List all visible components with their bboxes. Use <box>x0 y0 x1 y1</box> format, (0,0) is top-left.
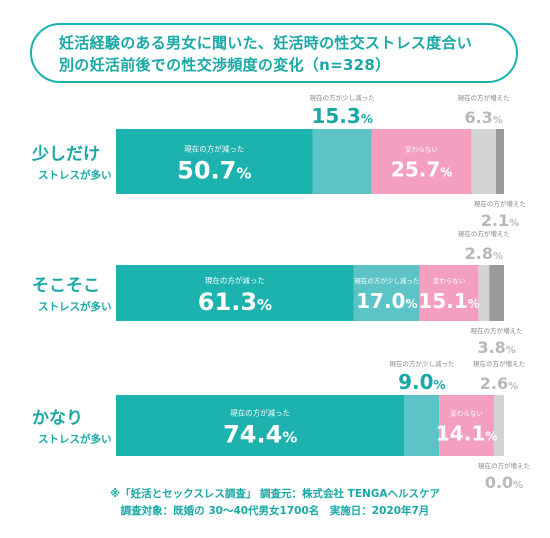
chart-title-line-2: 別の妊活前後での性交渉頻度の変化（n=328） <box>59 56 391 74</box>
segment-name-label: 現在の方が増えた <box>471 326 523 335</box>
data-label: 25.7% <box>391 158 452 182</box>
bar-segment <box>493 395 504 456</box>
segment-name-label: 現在の方が増えた <box>458 229 510 238</box>
segment-name-label: 現在の方が減った <box>184 144 244 154</box>
category-label-main: そこそこ <box>32 276 100 296</box>
bar-segment <box>116 129 313 194</box>
segment-name-label: 変わらない <box>405 145 438 154</box>
segment-name-label: 現在の方が増えた <box>473 359 525 368</box>
bar-segment <box>471 129 496 194</box>
segment-name-label: 現在の方が少し減った <box>389 359 454 368</box>
segment-name-label: 現在の方が増えた <box>478 461 530 470</box>
bar-segment <box>353 265 420 321</box>
bar-segment <box>439 395 494 456</box>
bar-segment <box>489 265 504 321</box>
category-label-main: 少しだけ <box>31 145 100 165</box>
data-label: 2.1% <box>481 211 519 230</box>
footer-source: ※「妊活とセックスレス調査」 調査元：株式会社 TENGAヘルスケア <box>109 488 441 500</box>
data-label: 14.1% <box>436 422 497 446</box>
category-label-sub: ストレスが多い <box>38 169 112 182</box>
segment-name-label: 現在の方が減った <box>205 275 265 285</box>
data-label: 6.3% <box>464 108 502 127</box>
data-label: 3.8% <box>477 338 515 357</box>
data-label: 17.0% <box>356 289 417 313</box>
data-label: 0.0% <box>485 473 523 492</box>
segment-name-label: 現在の方が増えた <box>474 199 526 208</box>
data-label: 9.0% <box>398 370 445 394</box>
chart-title-line-1: 妊活経験のある男女に聞いた、妊活時の性交ストレス度合い <box>59 34 473 52</box>
segment-name-label: 現在の方が少し減った <box>310 93 375 102</box>
data-label: 2.8% <box>465 244 503 263</box>
segment-name-label: 現在の方が少し減った <box>354 276 419 285</box>
data-label: 15.3% <box>311 104 372 128</box>
segment-name-label: 変わらない <box>433 276 466 285</box>
footer-survey: 調査対象：既婚の 30～40代男女1700名 実施日：2020年7月 <box>120 505 430 517</box>
data-label: 74.4% <box>223 421 297 449</box>
bar-segment <box>116 265 354 321</box>
bar-segment <box>312 129 372 194</box>
chart-title-box: 妊活経験のある男女に聞いた、妊活時の性交ストレス度合い 別の妊活前後での性交渉頻… <box>30 23 518 83</box>
segment-name-label: 現在の方が減った <box>230 408 290 418</box>
bar-segment <box>419 265 479 321</box>
category-label-sub: ストレスが多い <box>38 300 112 313</box>
bar-segment <box>116 395 405 456</box>
bar-segment <box>371 129 472 194</box>
category-label-main: かなり <box>32 409 83 429</box>
segment-name-label: 現在の方が増えた <box>458 93 510 102</box>
bar-segment <box>495 129 504 194</box>
data-label: 61.3% <box>198 288 272 316</box>
data-label: 15.1% <box>418 289 479 313</box>
data-label: 50.7% <box>177 157 251 185</box>
data-label: 2.6% <box>480 374 518 393</box>
segment-name-label: 変わらない <box>450 409 483 418</box>
bar-segment <box>478 265 490 321</box>
category-label-sub: ストレスが多い <box>38 433 112 446</box>
bar-segment <box>404 395 440 456</box>
